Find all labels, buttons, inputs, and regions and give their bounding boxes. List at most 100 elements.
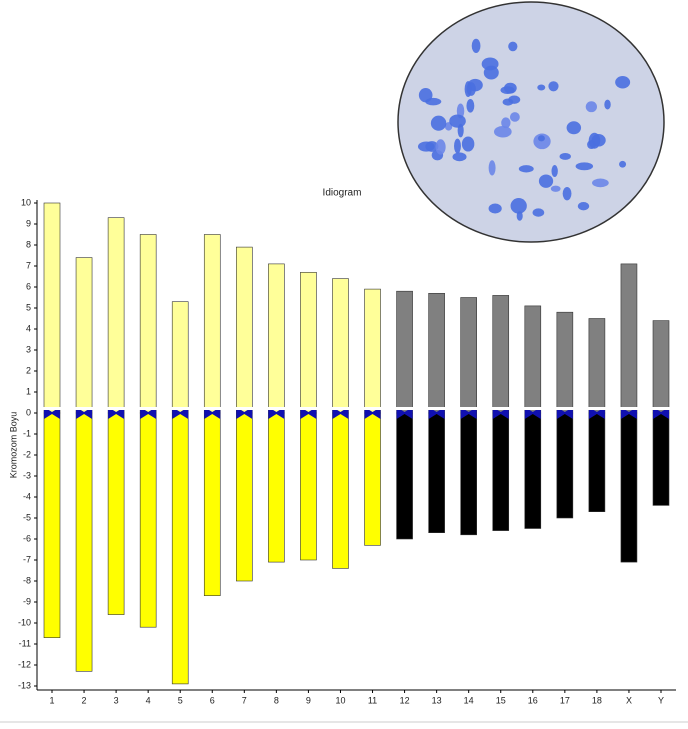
centromere-gap — [396, 407, 414, 410]
chromosome-blob — [548, 81, 558, 91]
y-tick-label: 3 — [26, 344, 31, 354]
centromere-gap — [524, 407, 542, 410]
chromosome-arm — [332, 279, 348, 413]
chromosome-arm — [589, 413, 605, 512]
chromosome-blob — [619, 161, 626, 168]
y-tick-label: -10 — [18, 617, 31, 627]
x-tick-label: X — [626, 695, 632, 705]
chromosome-arm — [44, 203, 60, 413]
centromere-gap — [171, 407, 189, 410]
chromosome-arm — [44, 413, 60, 638]
chromosome-blob — [519, 165, 534, 172]
x-tick-label: 7 — [242, 695, 247, 705]
chromosome-blob — [489, 204, 502, 214]
chromosome-blob — [419, 88, 433, 102]
chromosome-blob — [466, 99, 474, 113]
chromosome-blob — [551, 165, 557, 177]
y-tick-label: -5 — [23, 512, 31, 522]
chromosome-arm — [429, 413, 445, 533]
x-tick-label: 10 — [335, 695, 345, 705]
chromosome-arm — [76, 413, 92, 671]
chromosome-blob — [436, 139, 446, 154]
chromosome-arm — [461, 298, 477, 414]
chromosome-arm — [108, 218, 124, 413]
chromosome-blob — [500, 86, 514, 94]
chromosome-arm — [653, 413, 669, 505]
chromosome-blob — [586, 101, 597, 112]
x-tick-label: 1 — [49, 695, 54, 705]
centromere-gap — [107, 407, 125, 410]
y-tick-label: -9 — [23, 596, 31, 606]
chromosome-arm — [236, 413, 252, 581]
chromosome-arm — [621, 413, 637, 562]
centromere-gap — [460, 407, 478, 410]
chromosome-blob — [517, 211, 523, 221]
x-tick-label: 5 — [178, 695, 183, 705]
chromosome-arm — [589, 319, 605, 414]
y-tick-label: -6 — [23, 533, 31, 543]
x-tick-label: 3 — [114, 695, 119, 705]
chromosome-arm — [525, 413, 541, 529]
chromosome-blob — [563, 187, 572, 200]
chromosome-blob — [567, 121, 581, 134]
chromosome-arm — [461, 413, 477, 535]
chromosome-blob — [560, 153, 571, 160]
chromosome-arm — [557, 413, 573, 518]
chromosome-blob — [462, 136, 474, 151]
chromosome-blob — [431, 116, 446, 131]
x-tick-label: 18 — [592, 695, 602, 705]
centromere-gap — [75, 407, 93, 410]
y-tick-label: -13 — [18, 680, 31, 690]
chart-title: Idiogram — [323, 188, 362, 199]
chromosome-arm — [268, 264, 284, 413]
centromere-gap — [588, 407, 606, 410]
chromosome-blob — [489, 160, 496, 175]
y-tick-label: -12 — [18, 659, 31, 669]
y-tick-label: -8 — [23, 575, 31, 585]
chromosome-arm — [365, 289, 381, 413]
y-tick-label: 8 — [26, 239, 31, 249]
x-tick-label: 15 — [496, 695, 506, 705]
chromosome-arm — [397, 413, 413, 539]
chromosome-blob — [592, 179, 609, 188]
centromere-gap — [43, 407, 61, 410]
chromosome-arm — [172, 302, 188, 413]
chromosome-blob — [533, 208, 545, 216]
chromosome-arm — [653, 321, 669, 413]
chromosome-arm — [140, 413, 156, 627]
y-tick-label: -2 — [23, 449, 31, 459]
chromosome-blob — [551, 186, 561, 192]
chromosome-arm — [493, 295, 509, 413]
chromosome-blob — [578, 202, 589, 210]
chromosome-arm — [365, 413, 381, 545]
chromosome-arm — [397, 291, 413, 413]
y-tick-label: -7 — [23, 554, 31, 564]
chromosome-arm — [300, 272, 316, 413]
chromosome-blob — [576, 162, 593, 170]
x-tick-label: 6 — [210, 695, 215, 705]
x-tick-label: 9 — [306, 695, 311, 705]
chromosome-blob — [538, 135, 545, 141]
chromosome-blob — [604, 100, 610, 110]
chromosome-arm — [557, 312, 573, 413]
chromosome-blob — [465, 81, 472, 97]
chromosome-arm — [300, 413, 316, 560]
centromere-gap — [331, 407, 349, 410]
centromere-gap — [492, 407, 510, 410]
x-tick-label: 16 — [528, 695, 538, 705]
y-tick-label: -1 — [23, 428, 31, 438]
chromosome-blob — [454, 139, 461, 154]
x-tick-label: 13 — [432, 695, 442, 705]
x-tick-label: 4 — [146, 695, 151, 705]
chromosome-arm — [204, 235, 220, 414]
x-tick-label: 12 — [400, 695, 410, 705]
y-tick-label: 5 — [26, 302, 31, 312]
chromosome-arm — [172, 413, 188, 684]
chromosome-arm — [268, 413, 284, 562]
y-tick-label: 4 — [26, 323, 31, 333]
chromosome-photo — [398, 2, 664, 242]
y-tick-label: 7 — [26, 260, 31, 270]
y-tick-label: 0 — [26, 407, 31, 417]
chromosome-blob — [537, 84, 545, 90]
centromere-gap — [620, 407, 638, 410]
